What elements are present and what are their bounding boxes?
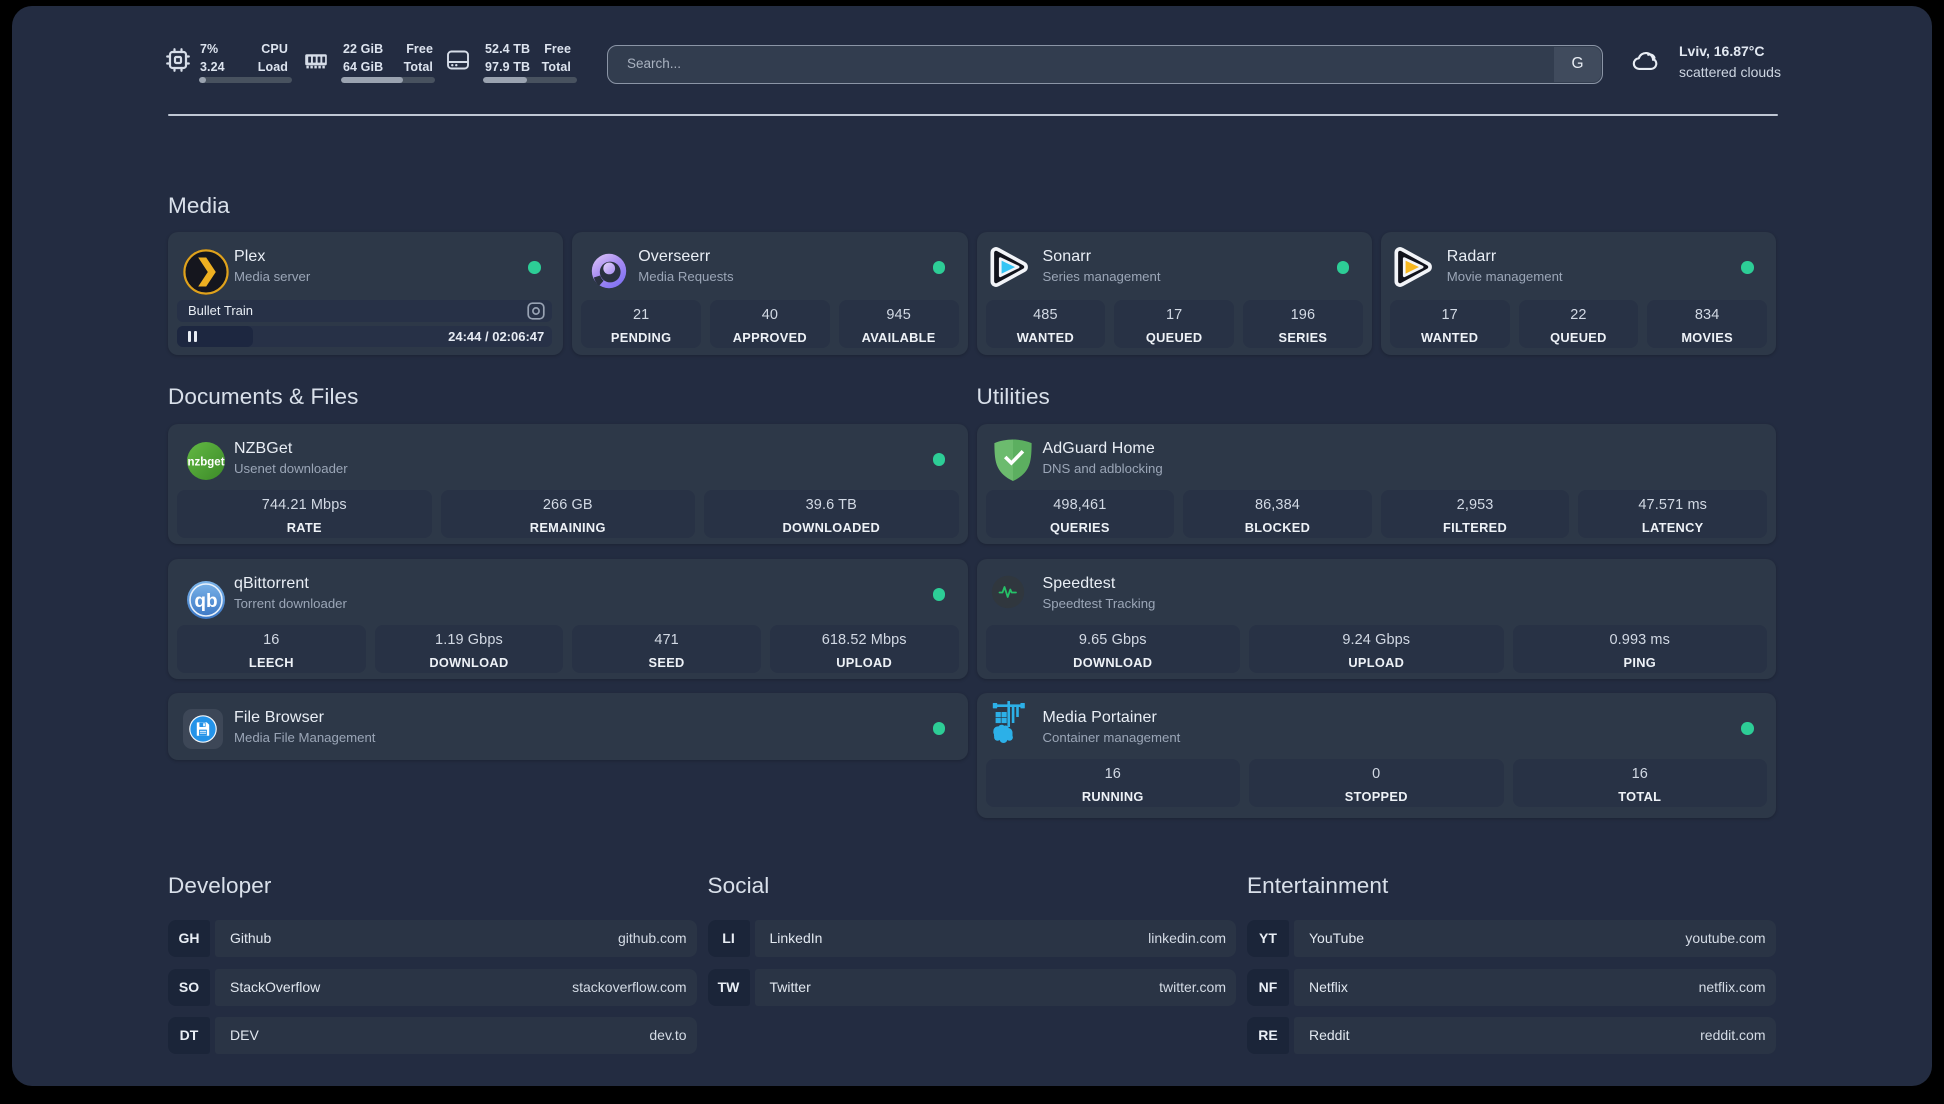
svg-text:qb: qb — [194, 591, 217, 612]
svg-text:nzbget: nzbget — [187, 457, 224, 469]
